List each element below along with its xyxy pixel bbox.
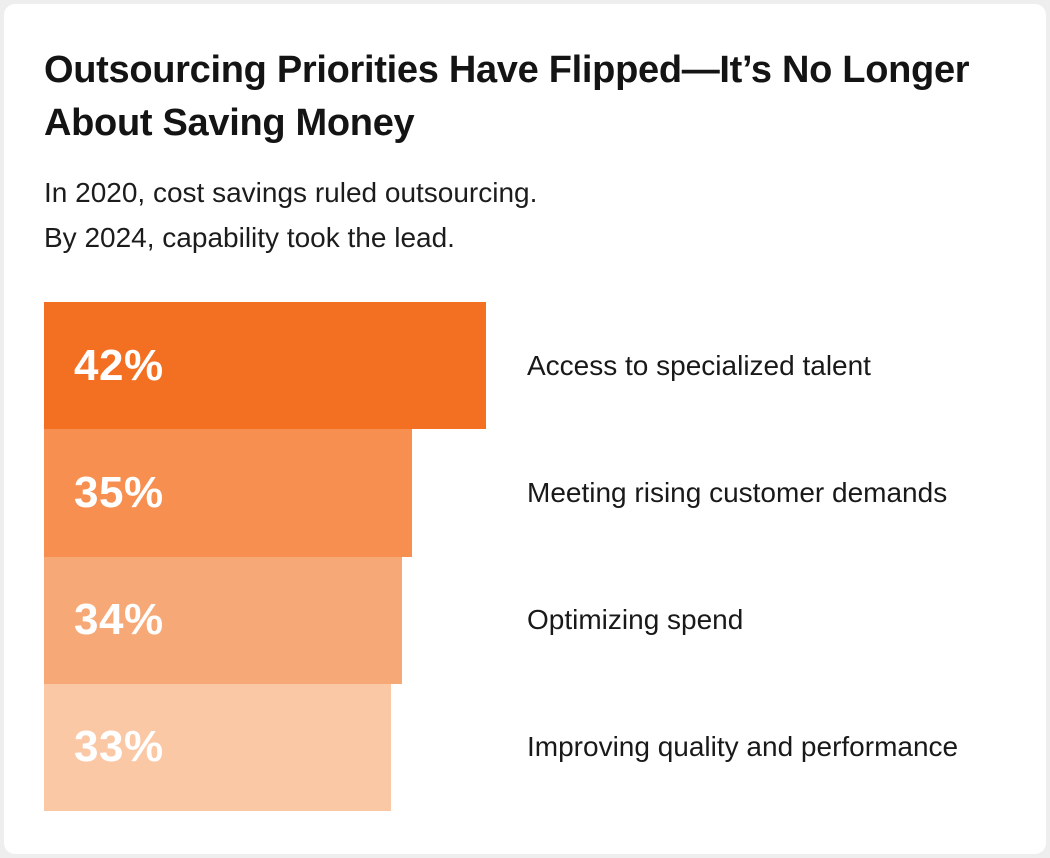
page-title: Outsourcing Priorities Have Flipped—It’s… [44,44,984,150]
category-label: Improving quality and performance [527,731,959,763]
bar-optimizing-spend: 34% [44,556,402,684]
infographic-card: Outsourcing Priorities Have Flipped—It’s… [4,4,1046,854]
subtitle-line-2: By 2024, capability took the lead. [44,222,455,253]
value-label: 42% [74,340,164,390]
bar-access-to-specialized-talent: 42% [44,302,486,430]
bar-chart: 42% Access to specialized talent 35% Mee… [44,302,1014,812]
bar-row: 35% Meeting rising customer demands [44,429,1014,557]
value-label: 33% [74,722,164,772]
title-line-1: Outsourcing Priorities Have Flipped—It’s… [44,49,970,91]
subtitle-line-1: In 2020, cost savings ruled outsourcing. [44,177,538,208]
value-label: 34% [74,595,164,645]
bar-row: 33% Improving quality and performance [44,683,1014,811]
bar-improving-quality-and-performance: 33% [44,683,392,811]
title-line-2: About Saving Money [44,102,415,144]
category-label: Optimizing spend [527,604,744,636]
category-label: Access to specialized talent [527,349,871,381]
bar-row: 34% Optimizing spend [44,556,1014,684]
bar-meeting-rising-customer-demands: 35% [44,429,413,557]
chart-subtitle: In 2020, cost savings ruled outsourcing.… [44,170,944,260]
bar-row: 42% Access to specialized talent [44,302,1014,430]
category-label: Meeting rising customer demands [527,476,948,508]
value-label: 35% [74,467,164,517]
